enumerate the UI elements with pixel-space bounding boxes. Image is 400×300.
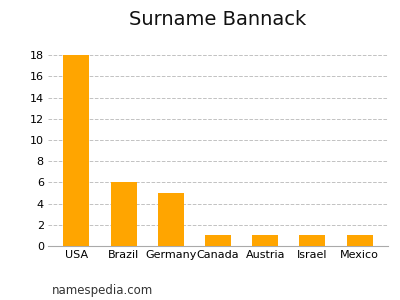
Bar <box>300 236 325 246</box>
Bar <box>252 236 278 246</box>
Text: namespedia.com: namespedia.com <box>52 284 153 297</box>
Bar <box>64 55 90 246</box>
Title: Surname Bannack: Surname Bannack <box>129 10 307 29</box>
Bar <box>158 193 184 246</box>
Bar <box>346 236 372 246</box>
Bar <box>111 182 136 246</box>
Bar <box>205 236 231 246</box>
